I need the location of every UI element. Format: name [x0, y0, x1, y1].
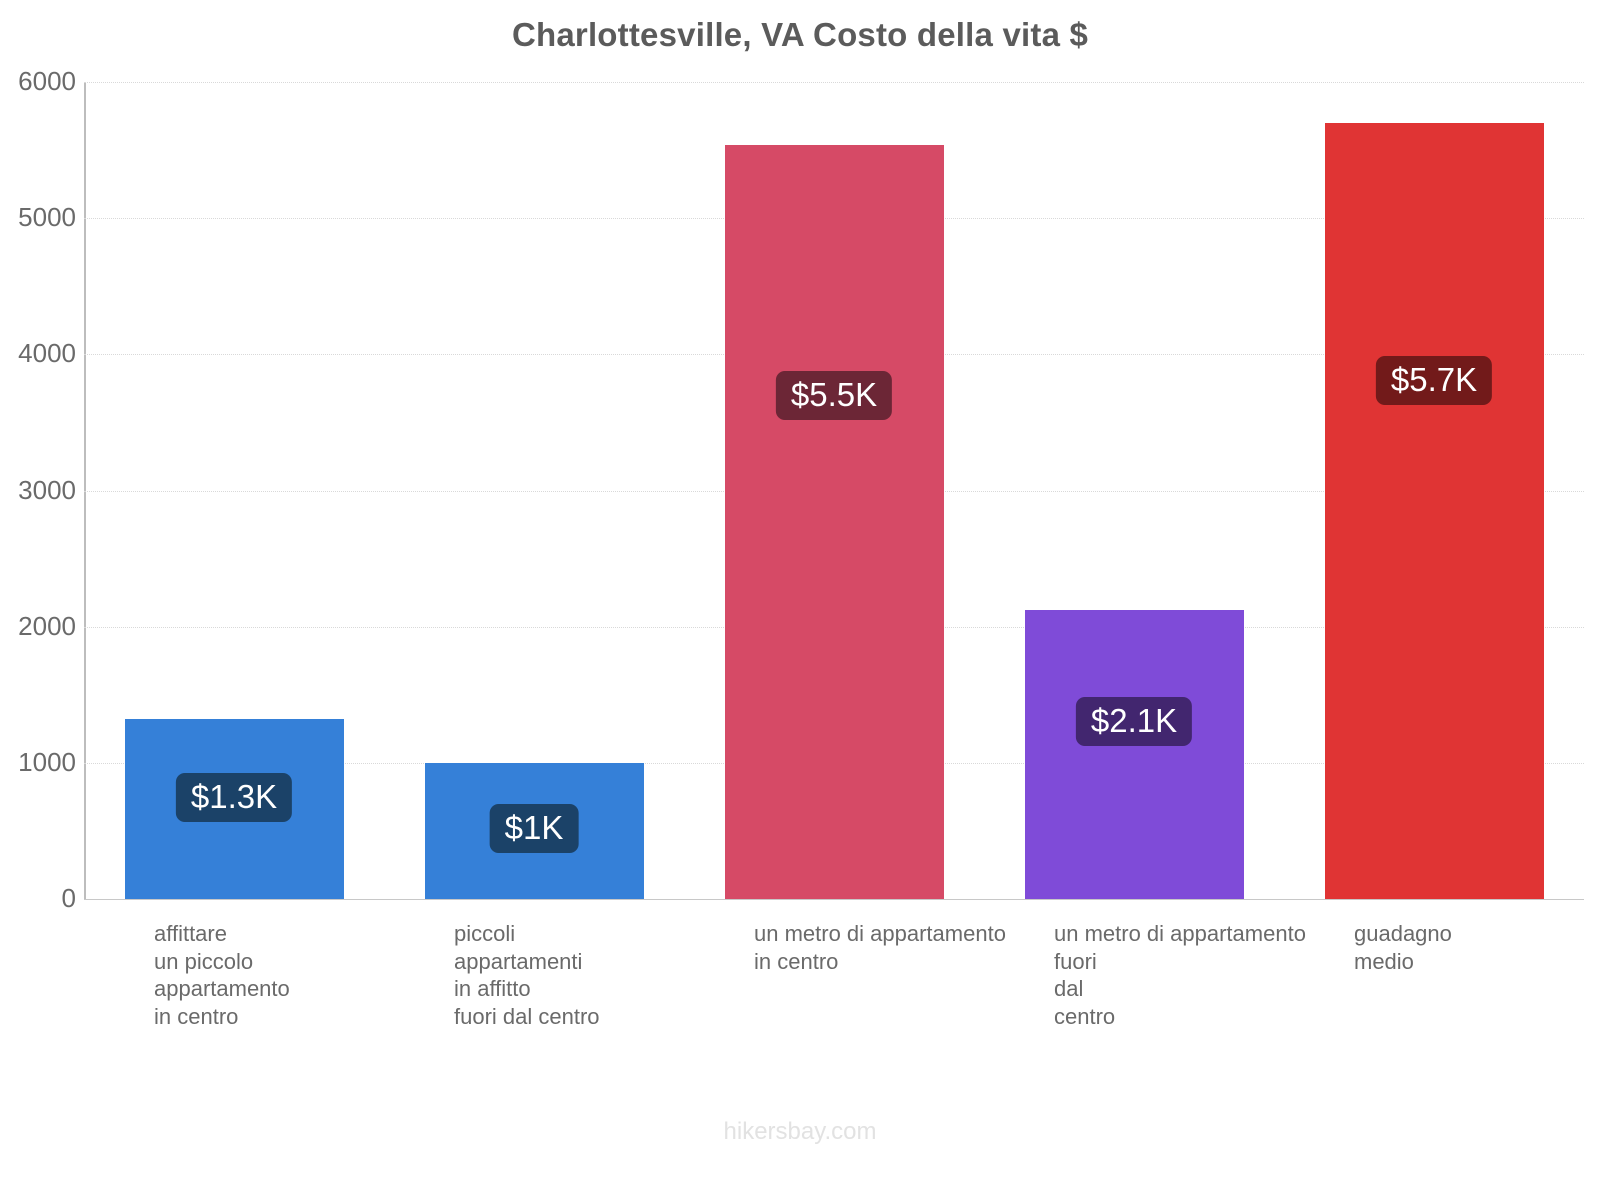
chart-title: Charlottesville, VA Costo della vita $ [511, 16, 1089, 53]
bar[interactable]: $1.3K [124, 719, 344, 899]
bar-value-label: $2.1K [1075, 696, 1193, 746]
y-axis-tick-label: 1000 [18, 746, 76, 777]
x-axis-category-label: piccoli appartamenti in affitto fuori da… [454, 921, 600, 1029]
y-axis-tick-label: 5000 [18, 202, 76, 233]
bar[interactable]: $5.7K [1324, 122, 1544, 899]
bar-value-label: $1K [489, 803, 579, 853]
bar[interactable]: $1K [424, 762, 644, 899]
bar-value-label: $1.3K [175, 773, 293, 823]
plot-area: $1.3K $1K $5.5K $2.1K $5.7K [84, 82, 1584, 901]
x-axis-category-label: un metro di appartamento in centro [754, 921, 1006, 974]
y-axis-tick-label: 6000 [18, 66, 76, 96]
y-axis-tick-label: 3000 [18, 474, 76, 505]
x-axis-category-label: guadagno medio [1354, 921, 1452, 974]
watermark: hikersbay.com [723, 1118, 877, 1145]
x-axis-category-label: un metro di appartamento fuori dal centr… [1054, 921, 1306, 1029]
bar-value-label: $5.7K [1375, 355, 1493, 405]
y-axis-tick-label: 0 [61, 883, 76, 913]
x-axis-category-label: affittare un piccolo appartamento in cen… [154, 921, 290, 1029]
y-axis-tick-label: 2000 [18, 610, 76, 641]
bar-value-label: $5.5K [775, 370, 893, 420]
y-axis-tick-label: 4000 [18, 338, 76, 369]
gridline [84, 899, 1584, 901]
gridline [84, 82, 1584, 84]
bar[interactable]: $2.1K [1024, 610, 1244, 899]
bar[interactable]: $5.5K [724, 144, 944, 899]
